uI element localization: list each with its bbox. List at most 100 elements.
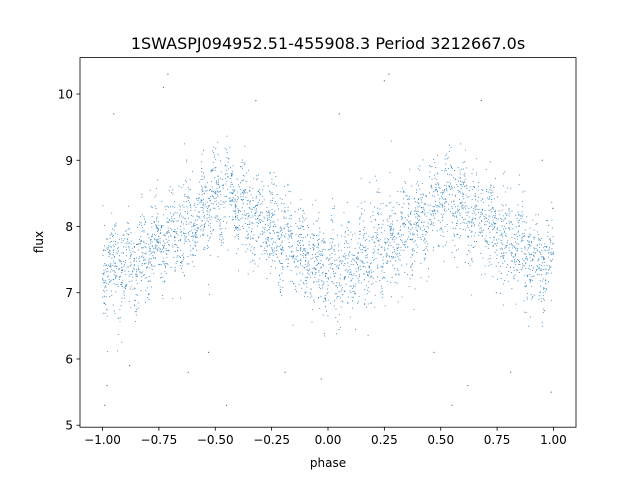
data-point xyxy=(237,184,239,186)
data-point xyxy=(213,203,215,205)
data-point xyxy=(338,295,340,297)
data-point xyxy=(163,260,165,262)
data-point xyxy=(403,241,405,243)
data-point xyxy=(124,288,127,290)
data-point xyxy=(215,191,217,193)
data-point xyxy=(536,231,538,233)
data-point xyxy=(247,234,249,236)
data-point xyxy=(533,255,535,257)
data-point xyxy=(536,265,538,267)
data-point xyxy=(220,244,222,246)
data-point xyxy=(410,238,412,240)
data-point xyxy=(335,285,337,287)
data-point xyxy=(441,215,444,217)
data-point xyxy=(551,258,554,260)
data-point xyxy=(292,256,294,258)
data-point xyxy=(229,192,231,194)
data-point xyxy=(136,294,139,296)
data-point xyxy=(222,184,224,186)
data-point xyxy=(217,175,219,177)
data-point xyxy=(426,215,428,217)
data-point xyxy=(206,245,209,247)
data-point xyxy=(202,211,204,213)
data-point xyxy=(178,214,180,216)
data-point xyxy=(501,255,503,257)
data-point xyxy=(212,170,214,172)
data-point xyxy=(480,214,482,216)
data-point xyxy=(369,216,372,218)
data-point xyxy=(272,197,274,199)
data-point xyxy=(249,207,251,209)
data-point xyxy=(459,198,461,201)
data-point xyxy=(344,256,346,258)
data-point xyxy=(141,264,143,266)
data-point xyxy=(134,288,136,290)
data-point xyxy=(311,204,313,206)
data-point xyxy=(326,277,328,279)
data-point xyxy=(332,207,334,209)
data-point xyxy=(203,175,205,177)
data-point xyxy=(122,279,124,281)
data-point xyxy=(418,205,421,207)
data-point xyxy=(237,196,239,198)
data-point xyxy=(242,213,244,216)
data-point xyxy=(157,221,159,223)
data-point xyxy=(256,175,258,177)
data-point xyxy=(247,213,249,215)
data-point xyxy=(493,225,495,228)
data-point xyxy=(487,218,489,221)
data-point xyxy=(544,290,546,292)
data-point xyxy=(127,233,130,236)
data-point xyxy=(398,233,400,235)
data-point xyxy=(341,261,343,263)
data-point xyxy=(532,259,534,261)
data-point xyxy=(513,276,515,278)
data-point xyxy=(239,166,241,168)
data-point xyxy=(319,227,321,229)
data-point xyxy=(168,232,170,234)
data-point xyxy=(194,241,196,243)
data-point xyxy=(544,243,546,245)
data-point xyxy=(272,229,274,231)
data-point xyxy=(180,267,182,269)
data-point xyxy=(318,234,320,236)
data-point xyxy=(376,191,378,193)
data-point xyxy=(172,231,175,233)
data-point xyxy=(209,210,211,212)
data-point xyxy=(226,173,228,175)
data-point xyxy=(167,227,169,229)
data-point xyxy=(117,246,119,248)
data-point xyxy=(143,247,145,249)
data-point xyxy=(137,243,139,245)
data-point xyxy=(539,295,541,297)
data-point xyxy=(487,247,489,249)
data-point xyxy=(394,281,396,283)
data-point xyxy=(392,233,394,235)
data-point xyxy=(496,278,498,280)
data-point xyxy=(377,264,379,266)
data-point xyxy=(382,263,384,265)
data-point xyxy=(448,181,450,183)
data-point xyxy=(370,283,372,285)
data-point xyxy=(446,158,448,160)
data-point xyxy=(208,224,210,226)
data-point xyxy=(471,220,473,222)
data-point xyxy=(335,317,337,319)
data-point xyxy=(365,255,367,257)
data-point xyxy=(126,238,129,240)
data-point xyxy=(287,206,289,208)
data-point xyxy=(254,254,256,256)
data-point xyxy=(403,249,405,252)
data-point xyxy=(540,269,542,272)
data-point xyxy=(347,296,349,298)
data-point xyxy=(232,216,234,218)
data-point xyxy=(244,214,246,216)
data-point xyxy=(426,280,428,282)
data-point xyxy=(162,298,164,300)
data-point xyxy=(540,238,542,240)
data-point xyxy=(107,247,109,249)
data-point xyxy=(172,193,174,195)
data-point xyxy=(417,226,420,228)
data-point xyxy=(217,195,219,197)
data-point xyxy=(300,233,302,235)
